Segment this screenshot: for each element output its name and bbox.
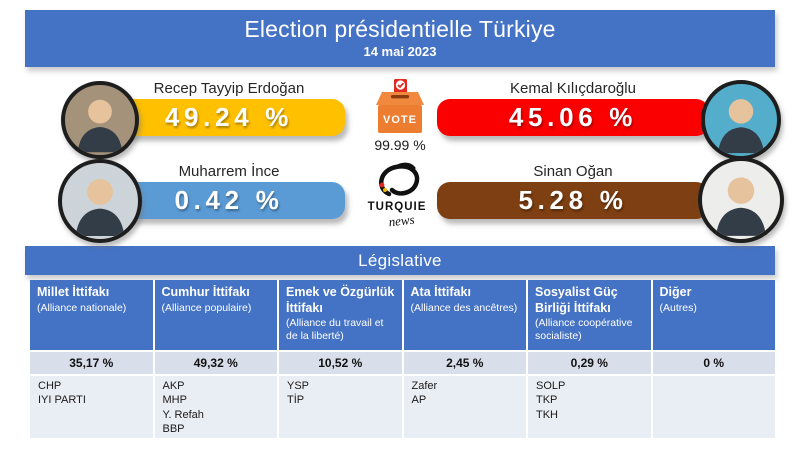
- result-bar-erdogan: 49.24 %: [113, 99, 345, 136]
- ballot-box-icon: VOTE: [372, 79, 428, 136]
- alliance-translation: (Alliance du travail et de la liberté): [286, 317, 384, 342]
- result-bar-ince: 0.42 %: [113, 182, 345, 219]
- person-silhouette-icon: [716, 177, 766, 236]
- alliance-translation: (Alliance populaire): [161, 301, 252, 314]
- candidate-photo-ogan: [698, 157, 784, 243]
- counted-percentage: 99.99 %: [374, 137, 426, 153]
- header-banner: Election présidentielle Türkiye 14 mai 2…: [25, 10, 775, 67]
- svg-text:TURQUIE: TURQUIE: [368, 201, 427, 213]
- alliance-parties: Zafer AP: [403, 376, 526, 438]
- candidate-name-ogan: Sinan Oğan: [533, 163, 613, 180]
- alliance-name: Diğer: [659, 285, 692, 299]
- person-silhouette-icon: [717, 99, 765, 154]
- alliance-parties: YSP TİP: [279, 376, 402, 438]
- turquie-news-logo: TURQUIE news: [356, 160, 438, 234]
- candidate-name-ince: Muharrem İnce: [178, 163, 280, 180]
- alliance-percentage: 35,17 %: [30, 352, 153, 374]
- alliance-percentage: 0,29 %: [528, 352, 651, 374]
- alliance-name: Sosyalist Güç Birliği İttifakı: [535, 285, 618, 315]
- alliance-header: Millet İttifakı (Alliance nationale): [30, 280, 153, 350]
- candidate-photo-kilicdaroglu: [701, 80, 781, 160]
- alliance-percentage: 49,32 %: [154, 352, 277, 374]
- candidate-name-erdogan: Recep Tayyip Erdoğan: [153, 80, 305, 97]
- alliance-percentage: 10,52 %: [279, 352, 402, 374]
- svg-text:news: news: [388, 212, 415, 230]
- candidate-name-kilicdaroglu: Kemal Kılıçdaroğlu: [510, 80, 636, 97]
- candidate-photo-erdogan: [61, 81, 139, 159]
- alliance-header: Ata İttifakı (Alliance des ancêtres): [403, 280, 526, 350]
- alliance-parties: SOLP TKP TKH: [528, 376, 651, 438]
- page-title: Election présidentielle Türkiye: [244, 16, 556, 42]
- alliance-name: Cumhur İttifakı: [161, 285, 250, 299]
- alliance-header: Sosyalist Güç Birliği İttifakı (Alliance…: [528, 280, 651, 350]
- alliance-percentage: 2,45 %: [403, 352, 526, 374]
- person-silhouette-icon: [77, 99, 123, 153]
- alliance-parties: CHP IYI PARTI: [30, 376, 153, 438]
- legislative-banner: Législative: [25, 246, 775, 275]
- election-date: 14 mai 2023: [363, 44, 437, 59]
- alliance-translation: (Alliance coopérative socialiste): [535, 317, 633, 342]
- alliance-header: Emek ve Özgürlük İttifakı (Alliance du t…: [279, 280, 402, 350]
- alliance-parties: AKP MHP Y. Refah BBP: [154, 376, 277, 438]
- alliance-translation: (Alliance nationale): [37, 301, 127, 314]
- alliance-name: Millet İttifakı: [37, 285, 110, 299]
- candidate-photo-ince: [58, 159, 142, 243]
- alliance-translation: (Alliance des ancêtres): [410, 301, 518, 314]
- alliance-header: Diğer (Autres): [652, 280, 775, 350]
- alliance-header: Cumhur İttifakı (Alliance populaire): [154, 280, 277, 350]
- alliance-parties: [652, 376, 775, 438]
- alliance-name: Emek ve Özgürlük İttifakı: [286, 285, 395, 315]
- legislative-table: Millet İttifakı (Alliance nationale) Cum…: [30, 280, 775, 438]
- alliance-translation: (Autres): [659, 301, 697, 314]
- svg-text:VOTE: VOTE: [383, 114, 417, 126]
- alliance-percentage: 0 %: [652, 352, 775, 374]
- person-silhouette-icon: [75, 178, 125, 236]
- result-bar-ogan: 5.28 %: [437, 182, 709, 219]
- alliance-name: Ata İttifakı: [410, 285, 471, 299]
- result-bar-kilicdaroglu: 45.06 %: [437, 99, 709, 136]
